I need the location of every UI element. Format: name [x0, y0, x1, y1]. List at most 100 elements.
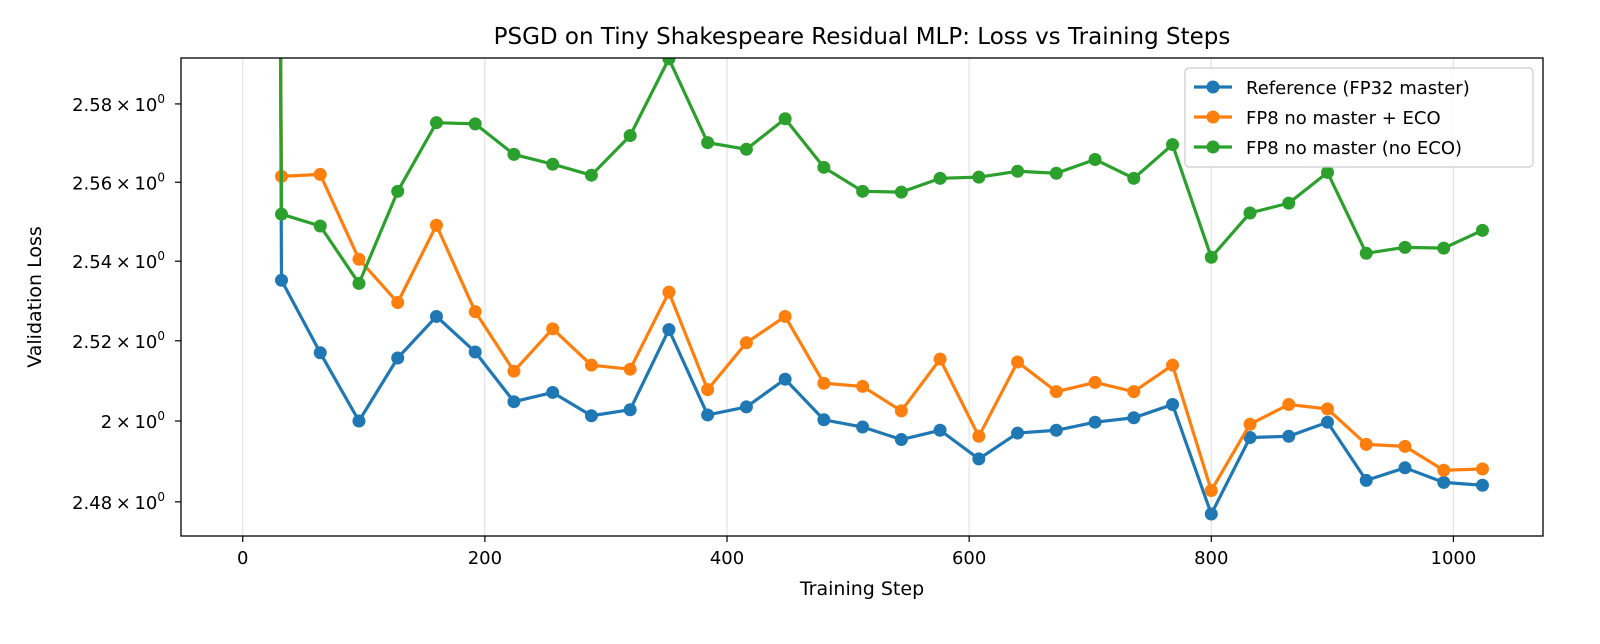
- data-point: [817, 413, 831, 427]
- data-point: [817, 160, 831, 174]
- data-point: [1282, 196, 1296, 210]
- data-point: [739, 336, 753, 350]
- data-point: [274, 273, 288, 287]
- data-point: [701, 136, 715, 150]
- data-point: [817, 376, 831, 390]
- data-point: [1204, 483, 1218, 497]
- x-tick-label: 200: [468, 548, 502, 569]
- data-point: [391, 184, 405, 198]
- data-point: [1243, 431, 1257, 445]
- data-point: [778, 112, 792, 126]
- data-point: [778, 309, 792, 323]
- data-point: [352, 276, 366, 290]
- data-point: [313, 219, 327, 233]
- data-point: [1437, 241, 1451, 255]
- data-point: [468, 345, 482, 359]
- data-point: [352, 252, 366, 266]
- y-tick-label: 2.54 × 100: [72, 249, 165, 273]
- data-point: [1127, 411, 1141, 425]
- legend-marker: [1206, 140, 1220, 154]
- data-point: [1243, 417, 1257, 431]
- legend-marker: [1206, 80, 1220, 94]
- data-point: [739, 400, 753, 414]
- data-point: [662, 323, 676, 337]
- y-tick-label: 2.56 × 100: [72, 170, 165, 194]
- data-point: [429, 116, 443, 130]
- data-point: [894, 433, 908, 447]
- data-point: [739, 142, 753, 156]
- data-point: [1359, 437, 1373, 451]
- x-axis-label: Training Step: [799, 578, 924, 600]
- data-point: [546, 322, 560, 336]
- legend-label: FP8 no master (no ECO): [1246, 138, 1462, 159]
- x-tick-label: 800: [1194, 548, 1228, 569]
- data-point: [1398, 439, 1412, 453]
- data-point: [1166, 358, 1180, 372]
- y-tick-label: 2 × 100: [101, 409, 165, 433]
- data-point: [778, 372, 792, 386]
- data-point: [1437, 463, 1451, 477]
- data-point: [856, 420, 870, 434]
- data-point: [1049, 385, 1063, 399]
- y-tick-label: 2.48 × 100: [72, 490, 165, 514]
- data-point: [313, 167, 327, 181]
- data-point: [701, 383, 715, 397]
- data-point: [1088, 152, 1102, 166]
- data-point: [623, 129, 637, 143]
- data-point: [274, 207, 288, 221]
- data-point: [856, 184, 870, 198]
- data-point: [1011, 355, 1025, 369]
- data-point: [972, 170, 986, 184]
- legend-label: Reference (FP32 master): [1246, 78, 1470, 99]
- data-point: [468, 117, 482, 131]
- data-point: [391, 351, 405, 365]
- data-point: [662, 285, 676, 299]
- data-point: [1475, 223, 1489, 237]
- data-point: [894, 185, 908, 199]
- data-point: [468, 305, 482, 319]
- chart-title: PSGD on Tiny Shakespeare Residual MLP: L…: [494, 24, 1231, 50]
- data-point: [1321, 402, 1335, 416]
- data-point: [972, 452, 986, 466]
- data-point: [1359, 473, 1373, 487]
- data-point: [1049, 166, 1063, 180]
- data-point: [429, 218, 443, 232]
- x-tick-label: 1000: [1431, 548, 1477, 569]
- data-point: [584, 168, 598, 182]
- data-point: [623, 403, 637, 417]
- data-point: [584, 409, 598, 423]
- data-point: [1475, 462, 1489, 476]
- x-tick-label: 600: [952, 548, 986, 569]
- data-point: [391, 296, 405, 310]
- x-axis-ticks: 0 200 400 600 800 1000: [237, 536, 1476, 569]
- data-point: [1127, 385, 1141, 399]
- data-point: [972, 429, 986, 443]
- data-point: [1321, 165, 1335, 179]
- data-point: [1166, 138, 1180, 152]
- data-point: [1088, 375, 1102, 389]
- legend-marker: [1206, 110, 1220, 124]
- legend: Reference (FP32 master) FP8 no master + E…: [1184, 67, 1534, 168]
- data-point: [1359, 246, 1373, 260]
- data-point: [1398, 461, 1412, 475]
- data-point: [507, 364, 521, 378]
- data-point: [933, 423, 947, 437]
- data-point: [1321, 415, 1335, 429]
- data-point: [1127, 171, 1141, 185]
- legend-box: [1184, 67, 1534, 168]
- data-point: [546, 385, 560, 399]
- data-point: [546, 157, 560, 171]
- data-point: [933, 352, 947, 366]
- data-point: [933, 171, 947, 185]
- data-point: [1437, 475, 1451, 489]
- data-point: [1049, 423, 1063, 437]
- data-point: [1398, 240, 1412, 254]
- data-point: [1204, 507, 1218, 521]
- y-tick-label: 2.52 × 100: [72, 329, 165, 353]
- series-group: [274, 58, 1489, 521]
- data-point: [1011, 164, 1025, 178]
- data-point: [1243, 206, 1257, 220]
- data-point: [1011, 426, 1025, 440]
- data-point: [701, 408, 715, 422]
